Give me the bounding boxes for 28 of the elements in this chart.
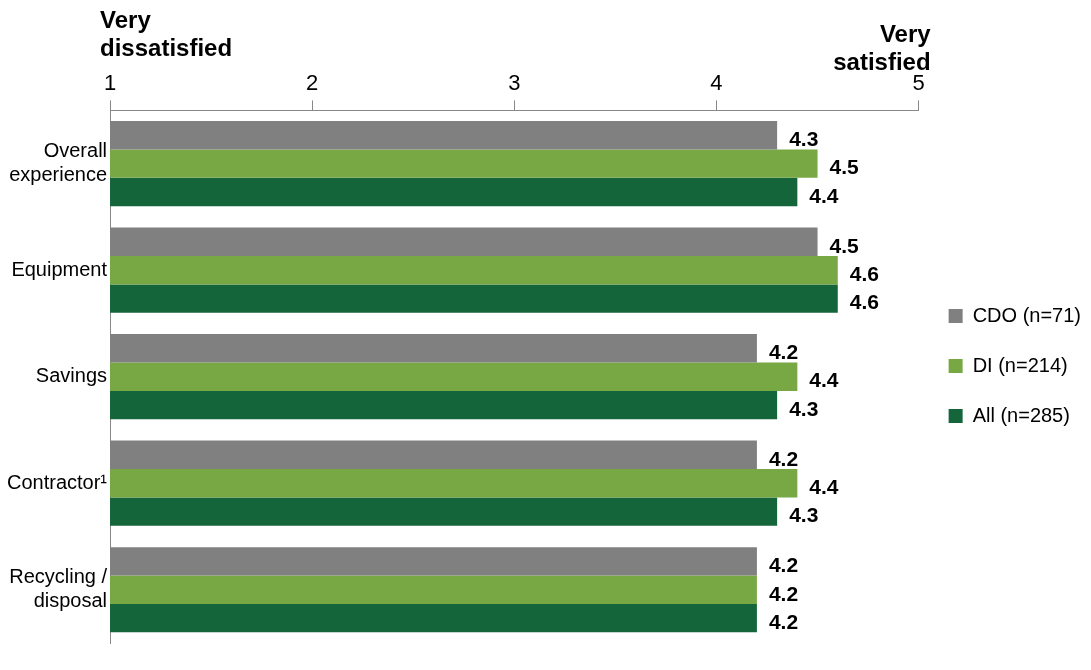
data-label: 4.2: [768, 446, 799, 470]
data-label: 4.4: [809, 183, 839, 207]
data-label: 4.4: [809, 475, 839, 499]
data-label: 4.5: [829, 233, 860, 257]
x-tick-label: 4: [710, 70, 723, 96]
legend-label: All (n=285): [972, 403, 1070, 426]
y-tick-label: Savings: [35, 364, 108, 387]
data-label: 4.5: [829, 155, 860, 179]
data-label: 4.3: [789, 503, 819, 527]
data-label: 4.3: [789, 396, 819, 420]
data-label: 4.2: [768, 553, 799, 577]
data-label: 4.4: [809, 368, 839, 392]
data-label: 4.2: [768, 609, 799, 633]
legend-label: DI (n=214): [972, 353, 1068, 376]
x-tick-label: 3: [508, 70, 521, 96]
data-label: 4.3: [789, 127, 819, 151]
x-tick-label: 1: [103, 70, 117, 96]
y-tick-label: Contractor¹: [7, 470, 108, 493]
x-tick-label: 2: [306, 70, 319, 96]
data-label: 4.2: [768, 581, 799, 605]
legend-label: CDO (n=71): [972, 303, 1082, 326]
y-tick-label: Equipment: [11, 257, 108, 280]
y-tick-label: Recycling / disposal: [9, 565, 108, 612]
data-label: 4.2: [768, 340, 799, 364]
y-tick-label: Overall experience: [9, 139, 108, 186]
data-label: 4.6: [849, 261, 879, 285]
text: Very dissatisfied: [100, 6, 233, 61]
data-label: 4.6: [849, 290, 879, 314]
